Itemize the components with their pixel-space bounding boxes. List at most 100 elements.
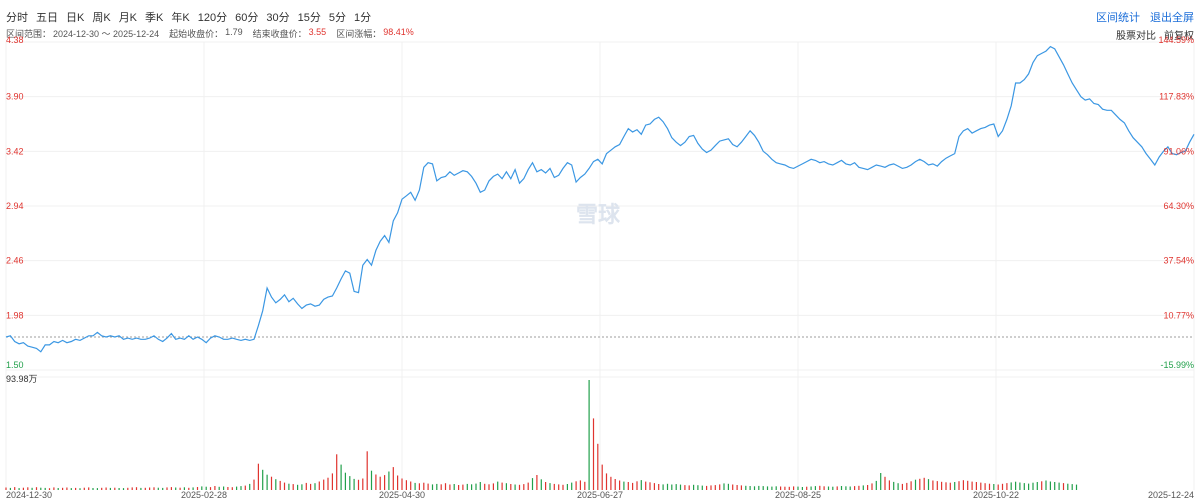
exit-fullscreen-button[interactable]: 退出全屏 [1150,12,1194,24]
volume-bar [57,488,59,490]
volume-bar [114,487,116,490]
volume-bar [701,485,703,490]
period-tab[interactable]: 五日 [36,12,58,24]
volume-bar [527,482,529,490]
volume-bar [1015,481,1017,490]
volume-bar [240,486,242,490]
volume-bar [758,485,760,490]
volume-bar [209,487,212,490]
volume-bar [566,484,568,490]
period-tab[interactable]: 120分 [197,12,228,24]
stock-compare-button[interactable]: 股票对比 [1116,31,1156,42]
volume-bar [1036,482,1038,490]
y-tick-label: 1.98 [6,310,24,320]
volume-bar [932,480,934,490]
volume-bar [144,487,146,490]
volume-bar [458,485,460,490]
volume-bar [188,487,190,490]
volume-bar [679,484,682,490]
period-tab[interactable]: 月K [118,12,138,24]
volume-bar [1045,480,1047,490]
price-series [5,45,1195,353]
volume-bar [523,484,525,490]
period-tab[interactable]: 30分 [266,12,290,24]
period-tab[interactable]: 年K [171,12,190,24]
volume-bar [579,480,581,490]
volume-bar [214,486,216,490]
volume-bar [819,485,821,490]
volume-bar [823,486,825,490]
forward-adjust-button[interactable]: 前复权 [1164,31,1194,42]
volume-bar [153,487,155,490]
volume-bar [127,487,129,490]
volume-bar [775,486,777,490]
volume-bar [845,486,847,490]
volume-bar [270,476,273,490]
volume-bar [880,473,882,490]
volume-bar [170,487,172,490]
volume-bar [405,480,407,490]
volume-bar [340,464,342,490]
volume-bar [597,443,599,490]
volume-bar [353,478,355,490]
period-tab[interactable]: 分时 [6,12,28,24]
volume-bar [906,482,908,490]
volume-bar [806,486,808,490]
x-tick-label: 2025-04-30 [379,490,425,500]
volume-bar [70,488,72,490]
volume-bar [192,487,194,490]
volume-bar [553,483,555,490]
volume-bar [444,483,447,490]
start-price-label: 起始收盘价： [169,29,224,39]
volume-bar [14,487,16,490]
volume-bar [292,484,294,490]
pct-tick-label: -15.99% [1160,360,1194,370]
volume-bar [492,483,494,490]
volume-bar [636,481,638,490]
volume-bar [497,481,499,490]
volume-bar [897,483,899,490]
volume-bar [601,464,603,490]
period-tab[interactable]: 1分 [353,12,372,24]
volume-bar [619,480,621,490]
volume-bar [388,471,390,490]
pct-tick-label: 10.77% [1163,310,1194,320]
period-tab[interactable]: 季K [145,12,164,24]
interval-stats-button[interactable]: 区间统计 [1096,12,1140,24]
volume-bar [166,487,168,490]
period-tab[interactable]: 周K [92,12,111,24]
volume-bar [327,477,329,490]
period-tab[interactable]: 15分 [297,12,321,24]
y-tick-label: 2.94 [6,201,24,211]
end-price-label: 结束收盘价： [252,29,307,39]
interval-info: 区间范围： 2024-12-30 ～ 2025-12-24 起始收盘价： 1.7… [6,27,424,40]
volume-bar [605,473,608,490]
volume-bar [967,480,969,490]
volume-bar [218,486,220,490]
volume-max-label: 93.98万 [6,374,38,384]
volume-bar [122,488,125,490]
volume-bar [223,486,225,490]
toolbar: 分时 五日 日K 周K 月K 季K 年K 120分 60分 30分 15分 5分… [0,0,1200,30]
volume-bar [832,486,834,490]
volume-bar [871,483,873,490]
volume-bar [714,485,716,490]
volume-bar [370,470,373,490]
volume-bar [179,487,181,490]
volume-bar [1006,483,1008,490]
period-tab[interactable]: 60分 [235,12,259,24]
volume-bar [201,486,203,490]
period-tab[interactable]: 日K [66,12,85,24]
volume-bar [910,481,912,490]
volume-bar [954,482,956,490]
x-tick-label: 2025-08-25 [775,490,821,500]
volume-bar [766,486,769,490]
volume-bar [588,380,590,490]
pct-tick-label: 144.59% [1158,35,1194,45]
period-tab[interactable]: 5分 [328,12,346,24]
volume-bar [1049,481,1051,490]
volume-bar [888,480,890,490]
volume-bar [780,486,782,490]
volume-bar [988,483,991,490]
